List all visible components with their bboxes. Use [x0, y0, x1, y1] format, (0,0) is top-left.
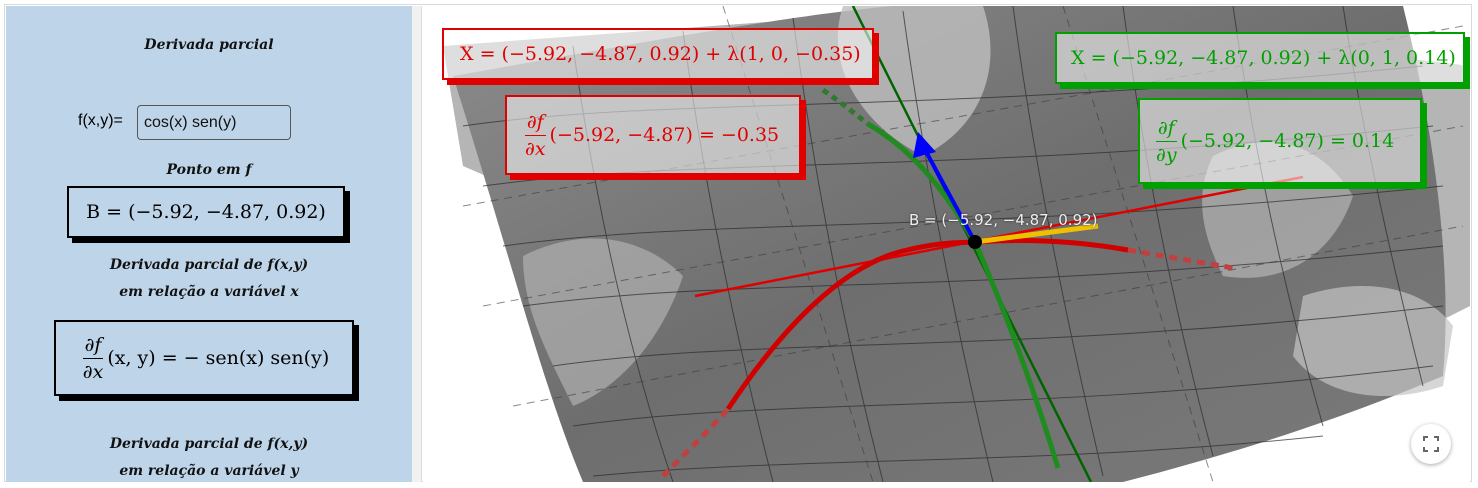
dfy-value-box: ∂f ∂y (−5.92, −4.87) = 0.14 [1138, 98, 1422, 184]
function-input[interactable] [137, 105, 291, 140]
dfx-heading-line2: em relação a variável x [119, 284, 299, 300]
point-b-label: B = (−5.92, −4.87, 0.92) [909, 211, 1098, 229]
graphics-3d-view[interactable]: B = (−5.92, −4.87, 0.92) X = (−5.92, −4.… [423, 6, 1470, 482]
panel-divider[interactable] [412, 6, 422, 482]
point-formula: B = (−5.92, −4.87, 0.92) [86, 201, 326, 223]
curve-x-section-dashed [661, 407, 730, 478]
surface-light-patch [837, 6, 991, 156]
dfx-value-box: ∂f ∂x (−5.92, −4.87) = −0.35 [505, 95, 801, 175]
dfx-fraction: ∂f ∂x [81, 332, 106, 385]
dfx-numerator: ∂f [82, 332, 104, 359]
dfx-value-denominator: ∂x [525, 137, 546, 160]
function-label: f(x,y)= [78, 112, 123, 129]
fullscreen-icon [1423, 436, 1439, 452]
line-x-text: X = (−5.92, −4.87, 0.92) + λ(1, 0, −0.35… [460, 43, 861, 65]
arrow-head-icon [913, 132, 936, 158]
tangent-vector-x [974, 223, 1099, 245]
sidebar-panel: Derivada parcial f(x,y)= Ponto em f B = … [6, 6, 412, 482]
dfx-denominator: ∂x [82, 360, 104, 383]
tangent-vector-y [921, 145, 977, 243]
dfy-value-denominator: ∂y [1156, 143, 1177, 166]
point-heading: Ponto em f [166, 162, 252, 178]
dfx-value-text: (−5.92, −4.87) = −0.35 [549, 124, 780, 146]
dfx-value-numerator: ∂f [524, 109, 546, 136]
dfy-heading-line1: Derivada parcial de f(x,y) [109, 436, 309, 452]
fullscreen-button[interactable] [1411, 424, 1451, 464]
tangent-line-y-equation: X = (−5.92, −4.87, 0.92) + λ(0, 1, 0.14) [1055, 32, 1465, 84]
dfy-value-text: (−5.92, −4.87) = 0.14 [1180, 130, 1395, 152]
curve-x-section [725, 237, 1129, 411]
dfy-heading-line2: em relação a variável y [119, 463, 299, 479]
line-y-text: X = (−5.92, −4.87, 0.92) + λ(0, 1, 0.14) [1071, 47, 1456, 69]
dfx-heading-line1: Derivada parcial de f(x,y) [109, 257, 309, 273]
dfx-formula-rest: (x, y) = − sen(x) sen(y) [107, 347, 330, 369]
dfx-value-fraction: ∂f ∂x [523, 109, 548, 162]
point-b[interactable] [968, 235, 982, 249]
dfy-value-numerator: ∂f [1155, 115, 1177, 142]
point-formula-box: B = (−5.92, −4.87, 0.92) [67, 186, 345, 238]
dfx-formula-box: ∂f ∂x (x, y) = − sen(x) sen(y) [54, 320, 354, 396]
tangent-line-x-equation: X = (−5.92, −4.87, 0.92) + λ(1, 0, −0.35… [442, 28, 874, 80]
curve-y-section-dashed [821, 87, 870, 126]
sidebar-title: Derivada parcial [144, 37, 274, 53]
dfy-value-fraction: ∂f ∂y [1154, 115, 1179, 168]
